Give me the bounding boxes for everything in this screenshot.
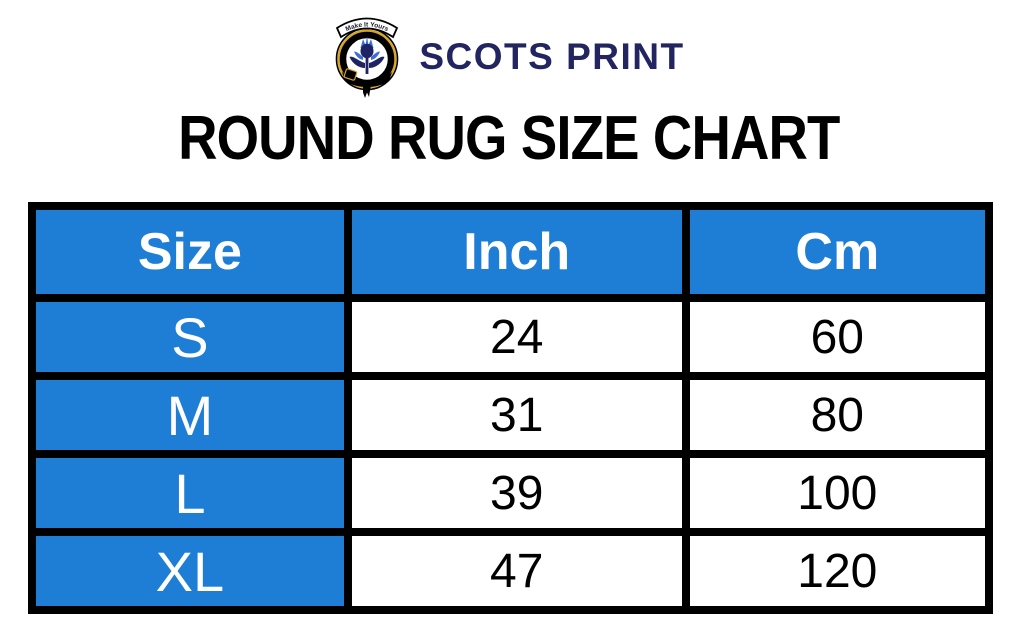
thistle-icon bbox=[349, 36, 385, 74]
inch-value: 47 bbox=[343, 528, 690, 614]
cm-value: 80 bbox=[681, 372, 994, 458]
column-header-inch: Inch bbox=[343, 202, 690, 302]
badge-belt bbox=[342, 68, 393, 98]
size-label: L bbox=[28, 450, 352, 536]
cm-value: 60 bbox=[681, 294, 994, 380]
page-title: ROUND RUG SIZE CHART bbox=[0, 108, 1017, 172]
table-row-l: L 39 100 bbox=[28, 450, 994, 536]
inch-value: 24 bbox=[343, 294, 690, 380]
page-title-text: ROUND RUG SIZE CHART bbox=[177, 104, 840, 173]
inch-value: 39 bbox=[343, 450, 690, 536]
size-label: XL bbox=[28, 528, 352, 614]
size-label: S bbox=[28, 294, 352, 380]
header-row: Size Inch Cm bbox=[28, 202, 994, 302]
table-row-m: M 31 80 bbox=[28, 372, 994, 458]
badge-motto-text: Make It Yours bbox=[345, 21, 390, 33]
brand-header: Make It Yours SCOTS PRINT bbox=[0, 6, 1017, 100]
cm-value: 120 bbox=[681, 528, 994, 614]
inch-value: 31 bbox=[343, 372, 690, 458]
brand-logo-thistle-crest-icon: Make It Yours bbox=[336, 17, 399, 98]
column-header-size: Size bbox=[28, 202, 352, 302]
size-chart-table: Size Inch Cm S 24 60 M 31 80 L 39 100 XL… bbox=[28, 202, 994, 614]
column-header-cm: Cm bbox=[681, 202, 994, 302]
size-label: M bbox=[28, 372, 352, 458]
brand-name: SCOTS PRINT bbox=[419, 35, 685, 77]
table-row-s: S 24 60 bbox=[28, 294, 994, 380]
cm-value: 100 bbox=[681, 450, 994, 536]
table-row-xl: XL 47 120 bbox=[28, 528, 994, 614]
